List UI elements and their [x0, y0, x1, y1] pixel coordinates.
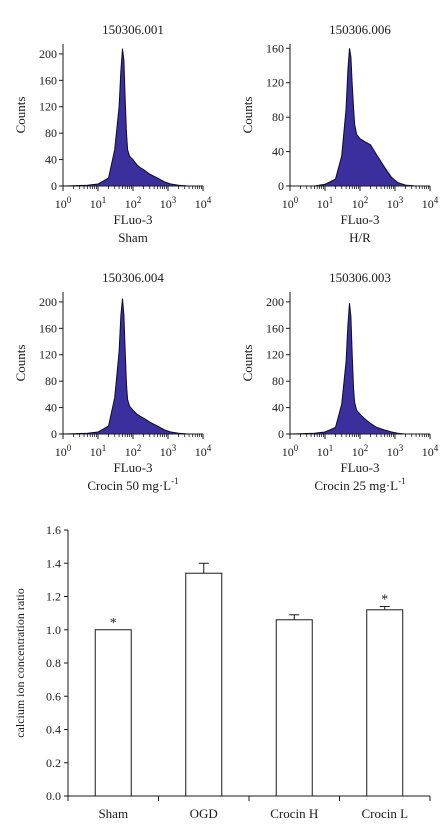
bar-y-tick-label: 0.6 — [46, 689, 61, 703]
y-tick-label: 200 — [39, 47, 57, 61]
x-tick-label: 100 — [55, 443, 72, 459]
y-tick-label: 200 — [39, 295, 57, 309]
y-tick-label: 120 — [266, 76, 284, 90]
x-tick-label: 103 — [387, 443, 404, 459]
panel-title: 150306.004 — [102, 270, 164, 285]
bar-chart-panel: 0.0 0.2 0.4 0.6 0.8 1.0 1.2 1.4 1.6 * Sham OGD Croci… — [13, 523, 431, 821]
bar-category-label: Crocin L — [361, 806, 408, 821]
y-tick-label: 120 — [39, 100, 57, 114]
x-tick-label: 100 — [282, 195, 299, 211]
panel-caption: Sham — [118, 230, 148, 245]
bar-y-tick-label: 1.0 — [46, 623, 61, 637]
y-tick-label: 80 — [45, 374, 57, 388]
bar-y-axis-label: calcium ion concentration ratio — [13, 588, 27, 738]
y-tick-label: 40 — [45, 401, 57, 415]
y-axis-label: Counts — [13, 345, 28, 382]
x-tick-label: 101 — [317, 195, 334, 211]
y-tick-label: 80 — [45, 126, 57, 140]
panel-caption: Crocin 50 mg·L-1 — [87, 476, 178, 493]
significance-mark: * — [381, 592, 388, 607]
y-axis-label: Counts — [240, 97, 255, 134]
bar-y-tick-label: 0.4 — [46, 723, 61, 737]
histogram-panel-2: 150306.006 0 40 80 120 160 100 101 102 103 104 Coun… — [240, 22, 439, 245]
x-tick-label: 100 — [282, 443, 299, 459]
bar-category-label: Crocin H — [270, 806, 318, 821]
y-tick-label: 120 — [266, 348, 284, 362]
panel-caption: H/R — [349, 230, 371, 245]
x-tick-label: 103 — [160, 195, 177, 211]
y-tick-label: 160 — [39, 321, 57, 335]
x-tick-label: 101 — [90, 195, 107, 211]
bar — [185, 572, 223, 797]
bar-y-tick-label: 1.4 — [46, 556, 61, 570]
y-tick-label: 200 — [266, 295, 284, 309]
histogram-area — [290, 48, 430, 187]
y-tick-label: 0 — [278, 179, 284, 193]
y-tick-label: 120 — [39, 348, 57, 362]
bar-y-tick-label: 0.2 — [46, 756, 61, 770]
panel-title: 150306.006 — [329, 22, 391, 37]
x-tick-label: 102 — [352, 443, 369, 459]
y-tick-label: 40 — [272, 145, 284, 159]
x-tick-label: 103 — [387, 195, 404, 211]
x-tick-label: 104 — [195, 443, 212, 459]
panel-title: 150306.001 — [102, 22, 164, 37]
y-tick-label: 160 — [39, 73, 57, 87]
bar-category-label: Sham — [98, 806, 128, 821]
bar-y-tick-label: 0.0 — [46, 789, 61, 803]
histogram-panel-1: 150306.001 0 40 80 120 160 200 100 101 102 103 104 C… — [13, 22, 212, 245]
histogram-panel-4: 150306.003 0 40 80 120 160 200 100 101 102 103 104 C… — [240, 270, 439, 493]
y-tick-label: 80 — [272, 110, 284, 124]
histogram-area — [62, 298, 203, 435]
y-tick-label: 160 — [266, 321, 284, 335]
bar-category-label: OGD — [190, 806, 218, 821]
x-tick-label: 102 — [125, 443, 142, 459]
bar — [94, 629, 132, 797]
bar-y-tick-label: 0.8 — [46, 656, 61, 670]
y-tick-label: 0 — [51, 179, 57, 193]
bar — [275, 619, 313, 797]
histogram-panel-3: 150306.004 0 40 80 120 160 200 100 101 102 103 104 C… — [13, 270, 212, 493]
x-axis-label: FLuo-3 — [114, 212, 153, 227]
y-axis-label: Counts — [13, 97, 28, 134]
histogram-area — [62, 48, 203, 187]
x-axis-label: FLuo-3 — [341, 460, 380, 475]
histogram-area — [289, 303, 430, 435]
y-tick-label: 0 — [278, 427, 284, 441]
x-axis-label: FLuo-3 — [341, 212, 380, 227]
bar-y-tick-label: 1.6 — [46, 523, 61, 537]
x-tick-label: 104 — [195, 195, 212, 211]
y-tick-label: 160 — [266, 41, 284, 55]
x-tick-label: 102 — [125, 195, 142, 211]
bar — [366, 609, 404, 797]
panel-title: 150306.003 — [329, 270, 391, 285]
x-tick-label: 103 — [160, 443, 177, 459]
significance-mark: * — [110, 616, 117, 631]
y-tick-label: 0 — [51, 427, 57, 441]
x-tick-label: 101 — [90, 443, 107, 459]
x-tick-label: 100 — [55, 195, 72, 211]
bar-y-tick-label: 1.2 — [46, 590, 61, 604]
x-tick-label: 104 — [422, 443, 439, 459]
y-tick-label: 40 — [272, 401, 284, 415]
x-tick-label: 104 — [422, 195, 439, 211]
x-tick-label: 102 — [352, 195, 369, 211]
x-axis-label: FLuo-3 — [114, 460, 153, 475]
y-axis-label: Counts — [240, 345, 255, 382]
y-tick-label: 40 — [45, 153, 57, 167]
x-tick-label: 101 — [317, 443, 334, 459]
panel-caption: Crocin 25 mg·L-1 — [314, 476, 405, 493]
y-tick-label: 80 — [272, 374, 284, 388]
